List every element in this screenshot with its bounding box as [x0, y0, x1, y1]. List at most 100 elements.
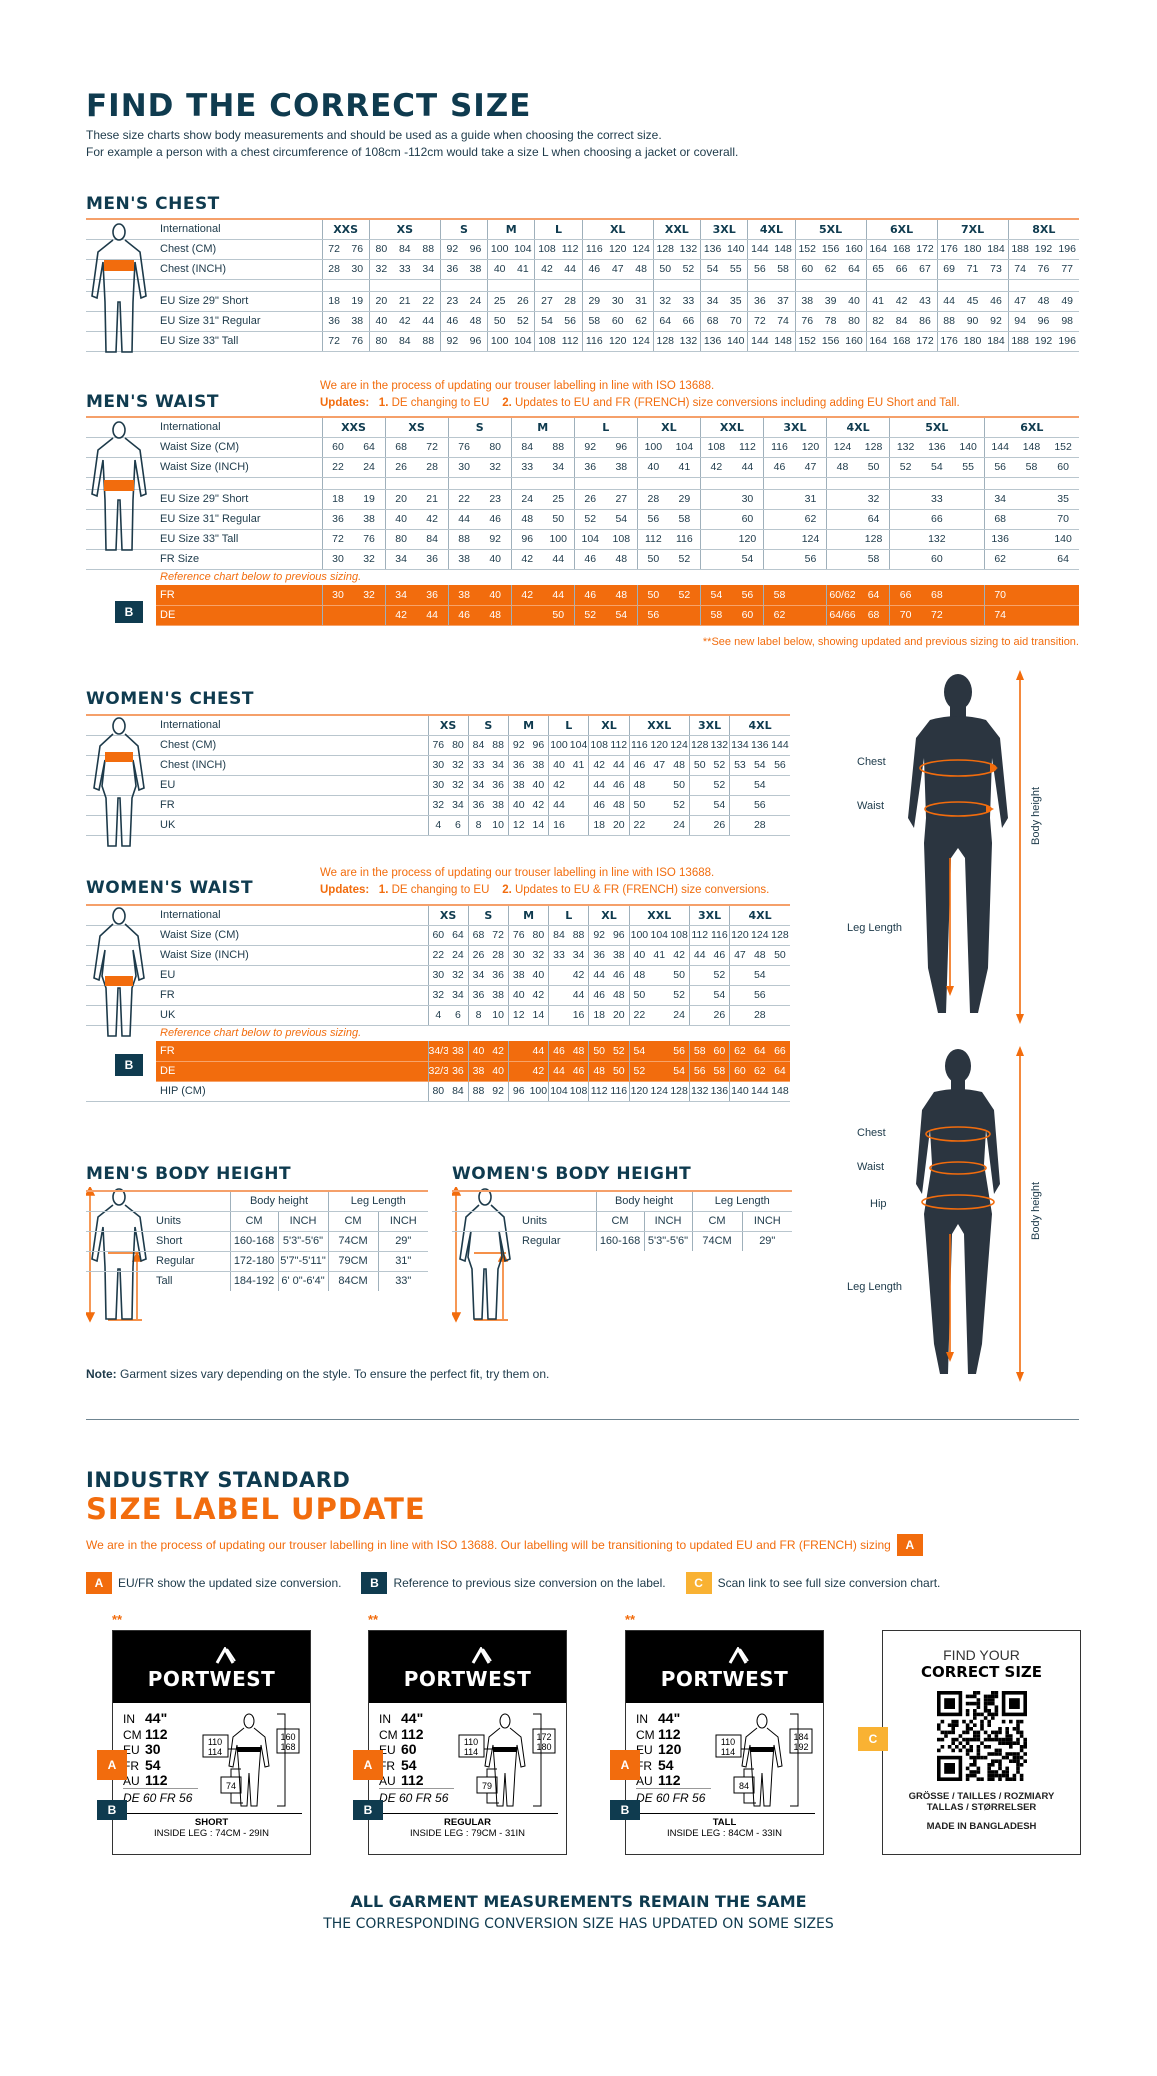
value-in: 44"	[145, 1710, 168, 1726]
cell: 68	[700, 311, 725, 332]
size-header: M	[507, 905, 549, 926]
cell	[889, 529, 922, 550]
cell: 148	[771, 331, 796, 352]
cell	[952, 605, 985, 626]
size-label-card: PORTWEST IN 44" CM 112 EU 60 FR 54 AU 112 DE …	[368, 1630, 567, 1855]
cell: 36	[321, 311, 346, 332]
female-chest-figure-icon	[93, 717, 145, 847]
cell	[952, 509, 985, 530]
cell: 140	[729, 1081, 750, 1102]
cell: 28	[488, 945, 509, 966]
cell: 54	[699, 585, 732, 606]
cell: 46	[568, 1061, 589, 1082]
size-header: S	[447, 417, 512, 438]
cell: 176	[936, 331, 961, 352]
cell: 32	[652, 291, 677, 312]
male-chest-figure-icon	[91, 223, 147, 353]
cell: 72	[321, 239, 346, 260]
qr-code-icon[interactable]	[936, 1691, 1027, 1781]
mens-waist-title: MEN'S WAIST	[86, 392, 219, 412]
cell: 132	[676, 331, 701, 352]
cell	[889, 489, 922, 510]
cell: 112	[688, 925, 710, 946]
cell: 136	[700, 331, 725, 352]
cell: 34	[448, 985, 469, 1006]
spacer	[700, 279, 725, 292]
cell: 120	[628, 1081, 650, 1102]
row-label: Chest (CM)	[156, 735, 428, 756]
spacer	[156, 477, 322, 490]
fit-label: Regular	[522, 1235, 561, 1248]
cm-header: CM	[327, 1211, 379, 1232]
cell	[649, 1005, 670, 1026]
cell: 144	[749, 1081, 770, 1102]
cell: 132	[709, 735, 730, 756]
cell: 164	[865, 239, 890, 260]
size-header: 4XL	[729, 715, 790, 736]
size-header: 6XL	[983, 417, 1079, 438]
value-au: 112	[658, 1772, 681, 1788]
cell: 36	[416, 585, 449, 606]
cell: 66	[769, 1041, 790, 1062]
size-header: XS	[384, 417, 449, 438]
cell: 47	[649, 755, 670, 776]
body-height-label: Body height	[1030, 1181, 1042, 1240]
cell: 88	[447, 529, 480, 550]
table-row: EU Size 29" Short 18 19 20 21 22 23 24 25 26 27 28 2…	[86, 291, 1079, 312]
cell: 56	[983, 457, 1016, 478]
cell: 62	[983, 549, 1016, 570]
cell: 54	[700, 259, 725, 280]
cell: 36	[488, 775, 509, 796]
womens-waist-title: WOMEN'S WAIST	[86, 878, 254, 898]
cell: 38	[605, 457, 638, 478]
row-label: EU Size 31" Regular	[156, 509, 322, 530]
cell	[826, 489, 859, 510]
cell: 192	[1031, 239, 1056, 260]
leg-length-label: Leg Length	[847, 1281, 903, 1293]
cell: 46	[573, 585, 606, 606]
cell: 56	[688, 1061, 710, 1082]
cell: 48	[510, 509, 543, 530]
key-eu: EU	[379, 1743, 396, 1757]
cell: 30	[321, 585, 354, 606]
cell	[699, 549, 732, 570]
cell: 40	[842, 291, 867, 312]
cell: 30	[731, 489, 764, 510]
cell: 96	[608, 925, 630, 946]
table-row: Waist Size (INCH) 22 24 26 28 30 32 33 34 36 38 40 4…	[86, 945, 790, 966]
table-row: Waist Size (INCH) 22 24 26 28 30 32 33 34 36 38 40 4…	[86, 457, 1079, 478]
value-eu: 60	[401, 1741, 417, 1757]
figure-cell	[86, 585, 156, 605]
cell: 184	[984, 331, 1009, 352]
cell: 34	[384, 585, 417, 606]
size-header: 4XL	[729, 905, 790, 926]
spacer	[1015, 477, 1048, 490]
table-row: Tall 184-192 6' 0"-6'4" 84CM 33"	[86, 1271, 429, 1291]
cell	[889, 549, 922, 570]
cell: 32	[479, 457, 512, 478]
page-title: FIND THE CORRECT SIZE	[86, 88, 532, 124]
label-body-figure-icon: 110 114 74 160 168	[202, 1713, 300, 1807]
cell: 104	[511, 239, 535, 260]
cell	[649, 795, 670, 816]
badge-a: A	[97, 1750, 127, 1780]
spacer	[762, 477, 795, 490]
cell: 44	[588, 965, 609, 986]
cell: 39	[818, 291, 843, 312]
cell: 108	[568, 1081, 589, 1102]
cell: 92	[984, 311, 1009, 332]
cell: 46	[439, 311, 464, 332]
cell: 104	[511, 331, 535, 352]
row-label: FR	[156, 795, 428, 816]
spacer	[321, 279, 346, 292]
cell: 152	[794, 239, 819, 260]
womens-waist-table: International XS S M L XL XXL 3XL 4XL Waist Size …	[86, 904, 790, 1102]
cell: 38	[507, 775, 529, 796]
spacer	[156, 279, 322, 292]
cell: 168	[889, 331, 914, 352]
cell: 44	[936, 291, 961, 312]
cell: 176	[936, 239, 961, 260]
key-au: AU	[379, 1774, 396, 1788]
spacer	[447, 477, 480, 490]
cell	[729, 965, 750, 986]
